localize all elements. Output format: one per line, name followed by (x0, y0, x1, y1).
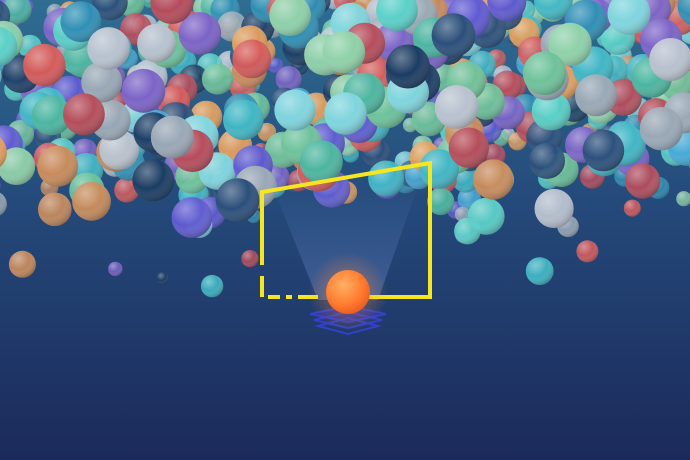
ball-shading (534, 0, 573, 20)
ball-shading (92, 0, 128, 21)
ball-shading (576, 240, 599, 263)
ball-cloud (0, 0, 690, 298)
ball-shading (121, 68, 166, 113)
ball-shading (473, 159, 514, 200)
ball-shading (376, 0, 418, 32)
ball-shading (275, 65, 302, 92)
ball-shading (274, 89, 316, 131)
ball-shading (385, 44, 430, 89)
ball-shading (72, 181, 111, 221)
ball-shading (23, 43, 66, 87)
ball-shading (522, 51, 567, 96)
ball-shading (649, 38, 690, 81)
ball-shading (215, 178, 260, 223)
ball-shading (431, 13, 476, 58)
ball-shading (322, 30, 366, 74)
ball-shading (87, 27, 130, 70)
ball-shading (200, 274, 224, 298)
ball-shading (324, 92, 367, 135)
ball-shading (60, 1, 102, 43)
ball-shading (0, 182, 1, 190)
ball-shading (676, 191, 690, 207)
ball-shading (108, 261, 123, 277)
ball-shading (37, 145, 79, 187)
ball-shading (81, 61, 123, 103)
ball-shading (269, 0, 311, 37)
ball-shading (0, 147, 36, 185)
ball-shading (582, 129, 625, 172)
ball-shading (677, 0, 690, 26)
ball-shading (427, 187, 455, 216)
ball-shading (223, 99, 264, 141)
ball-shading (525, 257, 554, 285)
ball-shading (434, 85, 479, 129)
ball-shading (132, 159, 175, 202)
ball-shading (487, 0, 527, 22)
ball-shading (171, 197, 213, 238)
ball-shading (63, 93, 105, 136)
ball-shading (150, 115, 194, 159)
ball-shading (31, 95, 72, 136)
ball-shading (531, 91, 571, 131)
ball-shading (8, 250, 36, 278)
ball-shading (625, 163, 661, 199)
ball-shading (201, 63, 234, 95)
ball-shading (534, 188, 574, 229)
ball-shading (0, 69, 2, 83)
ball-shading (241, 250, 259, 268)
ball-shading (548, 22, 592, 67)
ball-shading (3, 0, 32, 24)
ball-shading (607, 0, 651, 35)
ball-shading (0, 26, 18, 67)
ball-shading (639, 107, 684, 151)
ball-shading (137, 23, 176, 63)
ball-shading (0, 137, 7, 167)
ball-shading (448, 127, 489, 168)
light-beam (270, 180, 420, 300)
ball-shading (528, 142, 566, 179)
ball-shading (0, 192, 7, 216)
glowing-orb-icon (326, 270, 370, 314)
ball-shading (267, 57, 284, 74)
ball-shading (232, 39, 272, 79)
ball-shading (467, 197, 505, 235)
ball-shading (574, 74, 617, 117)
ball-shading (156, 272, 169, 285)
ball-shading (178, 12, 222, 55)
ball-shading (623, 199, 641, 217)
ball-shading (299, 140, 343, 184)
ball-shading (38, 192, 72, 227)
ball-shading (150, 0, 194, 24)
